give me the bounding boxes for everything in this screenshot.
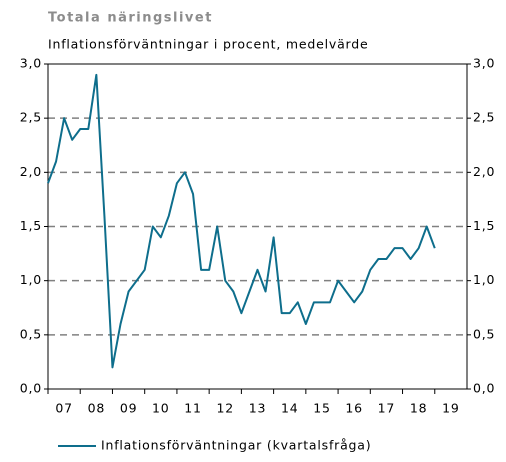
- y-tick-label: 2,0: [20, 164, 42, 179]
- x-tick-label: 18: [410, 401, 428, 416]
- x-tick-label: 11: [184, 401, 202, 416]
- y2-tick-label: 2,0: [473, 164, 495, 179]
- x-tick-label: 15: [313, 401, 331, 416]
- x-tick-label: 09: [120, 401, 138, 416]
- y-tick-label: 0,5: [20, 326, 42, 341]
- y2-tick-label: 2,5: [473, 110, 495, 125]
- y2-tick-label: 1,5: [473, 218, 495, 233]
- legend-label: Inflationsförväntningar (kvartalsfråga): [101, 438, 371, 453]
- y2-tick-label: 1,0: [473, 272, 495, 287]
- x-tick-label: 07: [55, 401, 73, 416]
- y2-tick-label: 0,0: [473, 381, 495, 396]
- x-tick-label: 12: [217, 401, 235, 416]
- y-tick-label: 0,0: [20, 381, 42, 396]
- y-tick-label: 2,5: [20, 110, 42, 125]
- x-tick-label: 14: [281, 401, 299, 416]
- chart-subtitle: Inflationsförväntningar i procent, medel…: [48, 37, 368, 52]
- y2-tick-label: 0,5: [473, 326, 495, 341]
- y2-tick-label: 3,0: [473, 56, 495, 71]
- x-tick-label: 08: [88, 401, 106, 416]
- chart-title: Totala näringslivet: [48, 11, 213, 26]
- y-tick-label: 1,0: [20, 272, 42, 287]
- series-line: [47, 73, 436, 369]
- x-tick-label: 17: [378, 401, 396, 416]
- x-tick-label: 13: [249, 401, 267, 416]
- y-tick-label: 1,5: [20, 218, 42, 233]
- x-tick-label: 19: [442, 401, 460, 416]
- x-tick-label: 10: [152, 401, 170, 416]
- y-tick-label: 3,0: [20, 56, 42, 71]
- x-tick-label: 16: [345, 401, 363, 416]
- plot-frame: [47, 63, 468, 390]
